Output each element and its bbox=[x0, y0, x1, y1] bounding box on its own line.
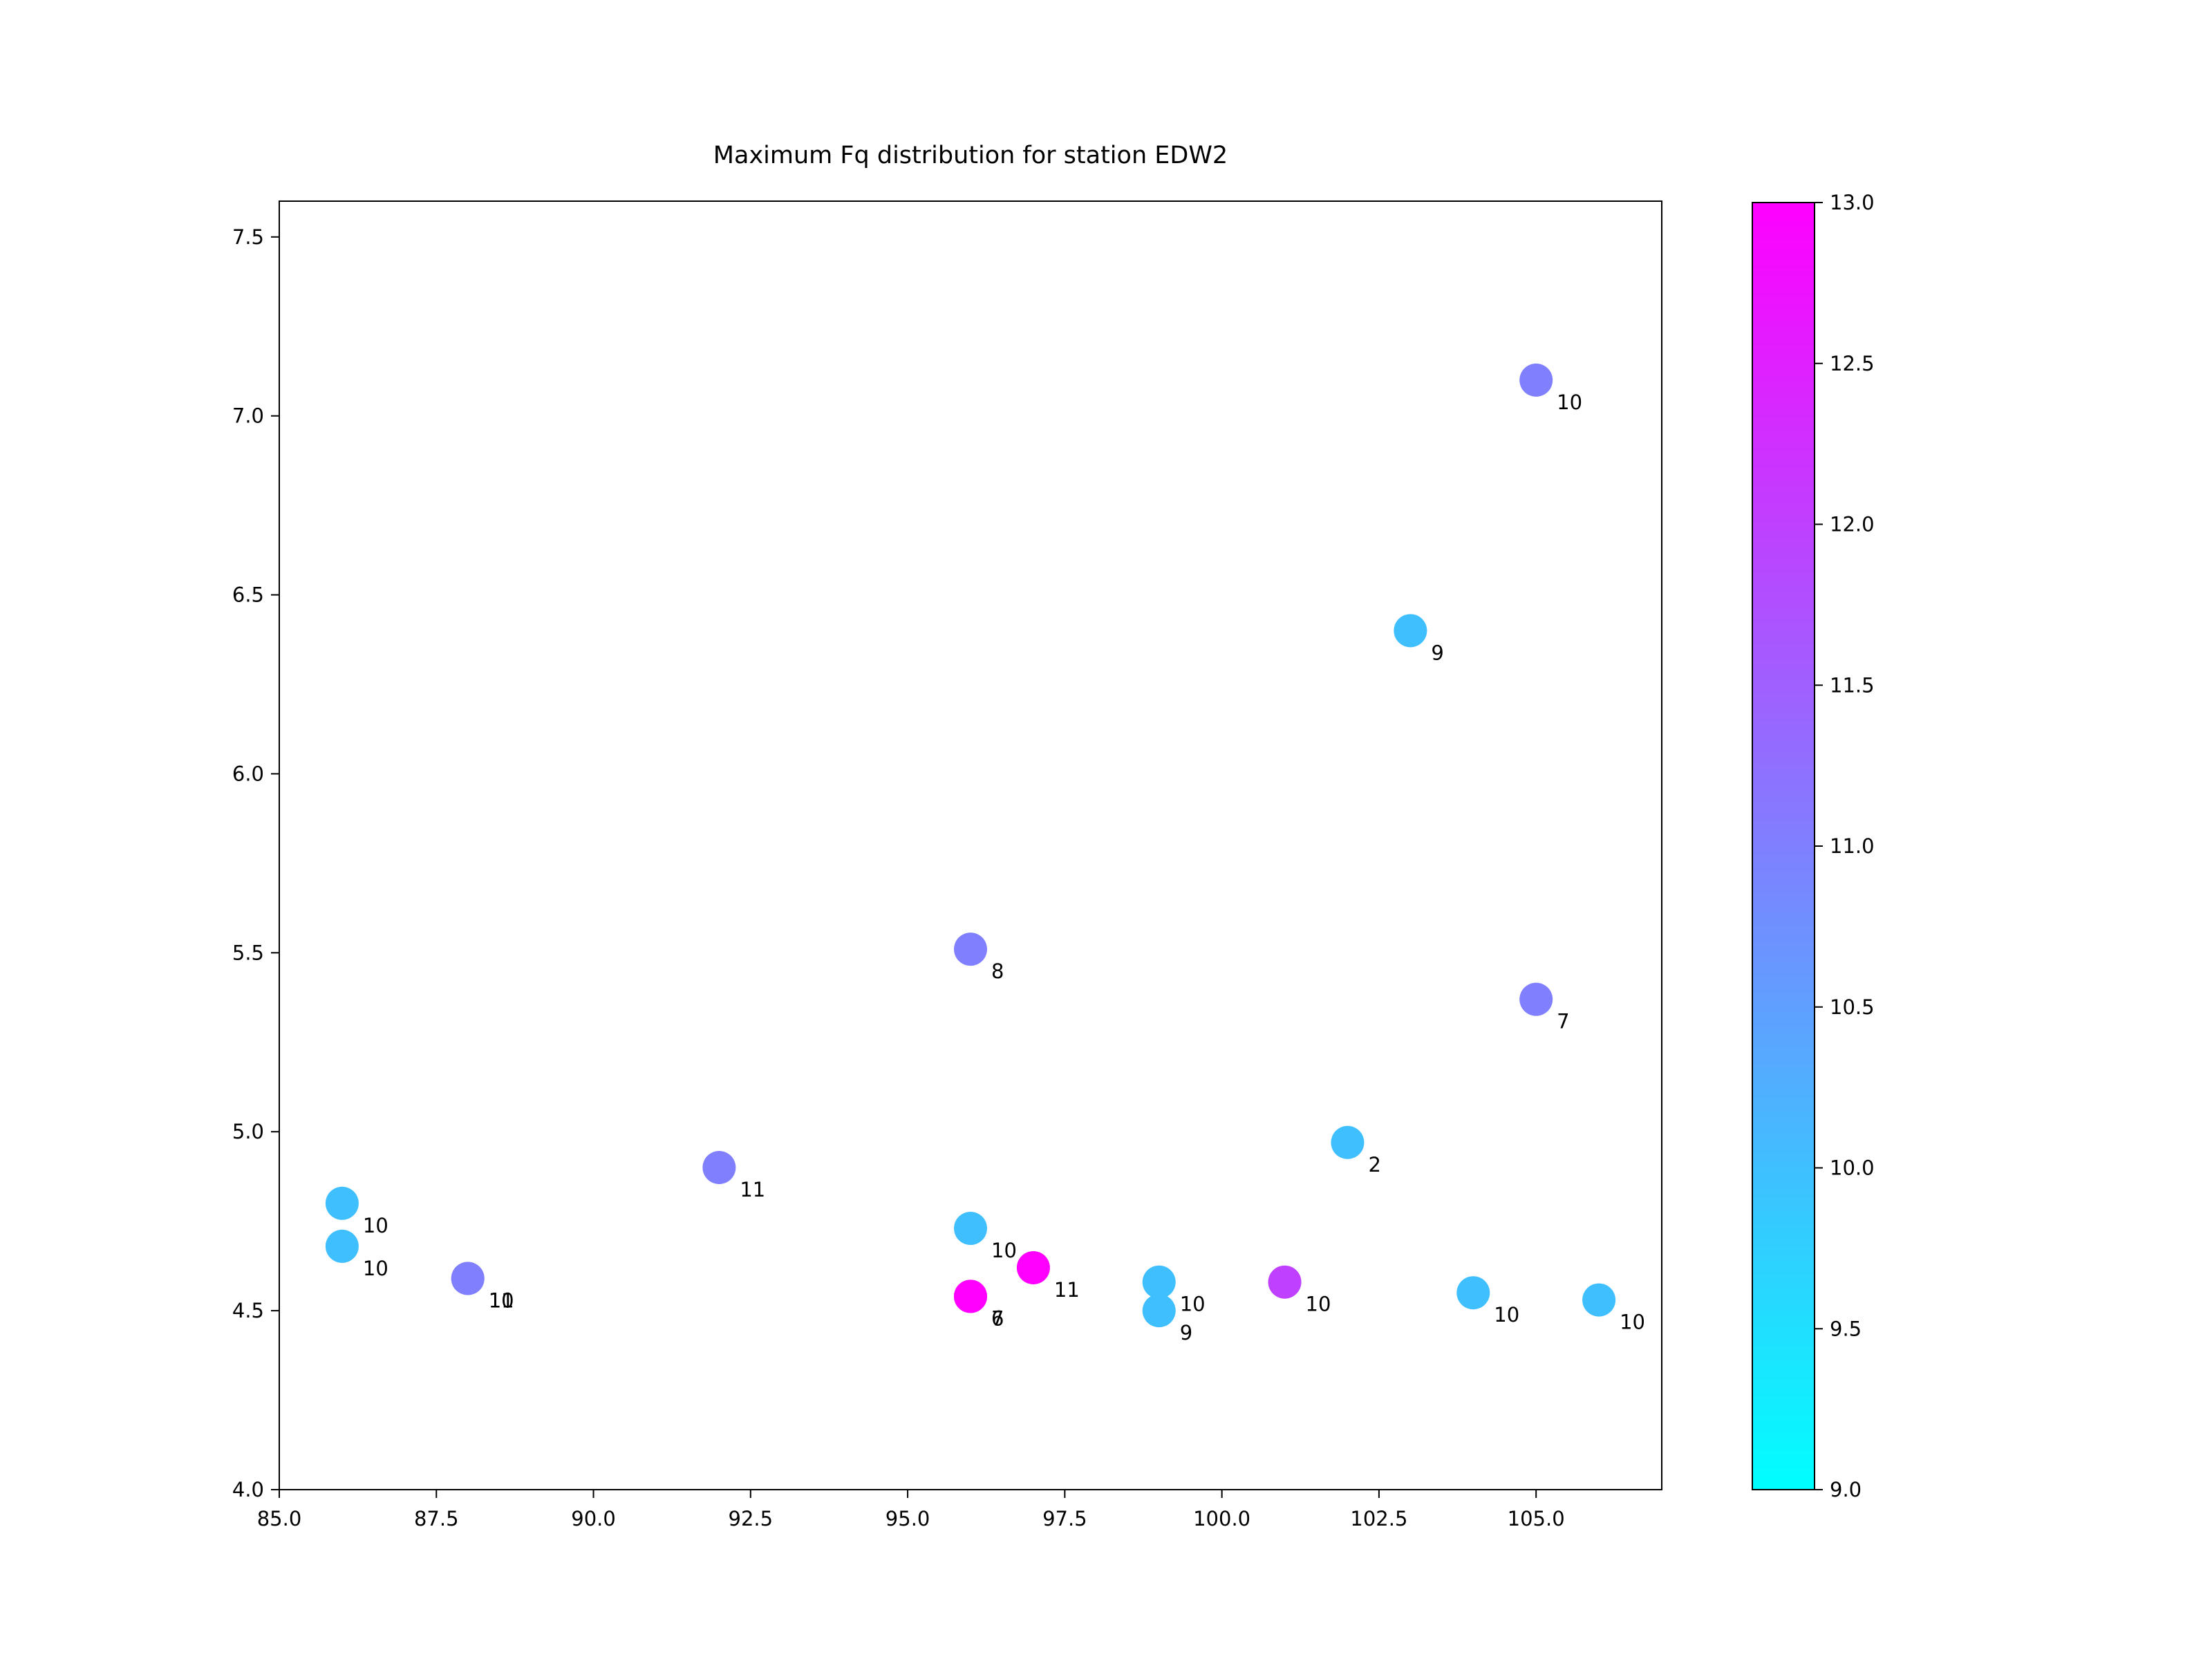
x-tick-label: 87.5 bbox=[414, 1507, 459, 1530]
scatter-point bbox=[954, 1212, 987, 1246]
colorbar-tick-label: 13.0 bbox=[1830, 191, 1875, 214]
scatter-point bbox=[1142, 1294, 1176, 1328]
point-label: 10 bbox=[489, 1289, 514, 1313]
y-tick-label: 5.0 bbox=[232, 1120, 264, 1143]
scatter-point bbox=[1142, 1265, 1176, 1299]
x-tick-label: 95.0 bbox=[885, 1507, 930, 1530]
y-tick-label: 5.5 bbox=[232, 941, 264, 964]
point-label: 7 bbox=[1557, 1010, 1569, 1033]
point-label: 10 bbox=[1180, 1293, 1206, 1316]
scatter-point bbox=[1016, 1250, 1050, 1284]
point-label: 8 bbox=[991, 959, 1004, 983]
x-tick-label: 90.0 bbox=[571, 1507, 616, 1530]
point-label: 2 bbox=[1368, 1153, 1380, 1177]
y-tick-label: 6.0 bbox=[232, 762, 264, 785]
point-label: 9 bbox=[1431, 641, 1443, 664]
scatter-point bbox=[1519, 363, 1553, 397]
point-label: 10 bbox=[991, 1239, 1017, 1262]
plot-area: 85.0 87.5 90.0 92.5 95.0 97.5 100.0 102.5 105.04… bbox=[232, 200, 1662, 1530]
x-tick-label: 97.5 bbox=[1042, 1507, 1087, 1530]
colorbar-tick-label: 9.0 bbox=[1830, 1478, 1862, 1501]
y-tick-label: 4.5 bbox=[232, 1299, 264, 1322]
y-tick-label: 4.0 bbox=[232, 1478, 264, 1501]
scatter-point bbox=[954, 932, 987, 966]
scatter-point bbox=[325, 1229, 359, 1263]
y-tick-label: 6.5 bbox=[232, 583, 264, 607]
point-label: 10 bbox=[1306, 1293, 1331, 1316]
point-label: 10 bbox=[363, 1214, 388, 1237]
x-tick-label: 105.0 bbox=[1508, 1507, 1565, 1530]
x-tick-label: 102.5 bbox=[1350, 1507, 1407, 1530]
colorbar: 9.0 9.5 10.0 10.5 11.0 11.5 12.0 12.5 13.0 bbox=[1752, 191, 1875, 1501]
scatter-point bbox=[954, 1280, 987, 1313]
colorbar-tick-label: 12.0 bbox=[1830, 513, 1875, 536]
scatter-point bbox=[1582, 1283, 1616, 1317]
scatter-point bbox=[1331, 1125, 1365, 1159]
point-label: 11 bbox=[489, 1289, 514, 1313]
x-tick-label: 85.0 bbox=[257, 1507, 302, 1530]
scatter-point bbox=[1268, 1265, 1302, 1299]
point-label: 10 bbox=[1620, 1311, 1645, 1334]
scatter-point bbox=[1394, 614, 1427, 648]
point-label: 10 bbox=[1557, 391, 1582, 414]
scatter-point bbox=[1519, 982, 1553, 1016]
x-tick-label: 100.0 bbox=[1193, 1507, 1250, 1530]
plot-frame bbox=[279, 200, 1662, 1490]
scatter-point bbox=[702, 1151, 736, 1184]
colorbar-tick-label: 10.0 bbox=[1830, 1156, 1875, 1180]
point-label: 11 bbox=[1054, 1278, 1080, 1302]
scatter-point bbox=[451, 1262, 485, 1295]
chart-title: Maximum Fq distribution for station EDW2 bbox=[713, 142, 1228, 169]
point-label: 10 bbox=[363, 1257, 388, 1280]
colorbar-tick-label: 12.5 bbox=[1830, 352, 1875, 375]
scatter-point bbox=[1456, 1276, 1490, 1310]
colorbar-tick-label: 11.0 bbox=[1830, 834, 1875, 858]
point-label: 7 bbox=[991, 1306, 1004, 1330]
point-label: 10 bbox=[1494, 1303, 1519, 1327]
y-tick-label: 7.0 bbox=[232, 404, 264, 428]
x-tick-label: 92.5 bbox=[729, 1507, 774, 1530]
point-label: 11 bbox=[740, 1178, 765, 1201]
point-label: 6 bbox=[991, 1306, 1004, 1330]
colorbar-tick-label: 11.5 bbox=[1830, 673, 1875, 697]
point-label: 9 bbox=[1180, 1321, 1192, 1344]
colorbar-gradient bbox=[1752, 203, 1815, 1490]
scatter-point bbox=[325, 1186, 359, 1220]
colorbar-tick-label: 10.5 bbox=[1830, 995, 1875, 1019]
colorbar-tick-label: 9.5 bbox=[1830, 1317, 1862, 1340]
y-tick-label: 7.5 bbox=[232, 225, 264, 249]
